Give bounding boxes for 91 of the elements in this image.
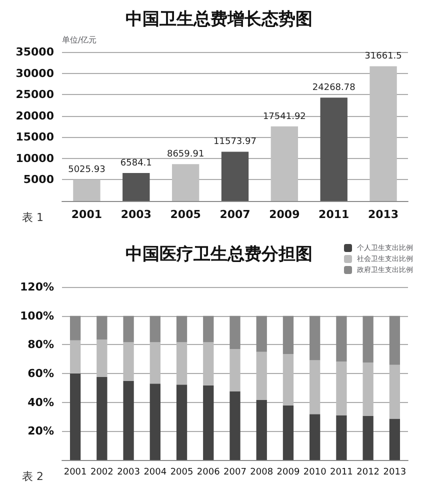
bar [310,316,320,360]
bar [256,400,267,460]
x-tick-label: 2003 [120,208,152,221]
bar [336,316,347,362]
x-tick-label: 2009 [276,468,300,478]
data-label: 11573.97 [214,137,256,148]
x-tick-label: 2001 [64,468,87,478]
x-tick-label: 2011 [330,468,353,478]
chart-title: 中国医疗卫生总费分担图 [126,244,312,264]
bar [96,339,108,377]
bar [172,164,200,201]
bar [370,66,397,201]
bar [362,316,374,363]
bar [70,340,81,374]
bar [123,316,134,342]
bar [176,342,188,385]
bar [203,385,214,460]
bar [96,316,108,340]
bar [150,316,160,342]
bar [389,316,400,365]
data-label: 6584.1 [120,158,152,168]
data-label: 31661.5 [364,52,402,62]
x-tick-label: 2007 [220,208,250,221]
bar [203,342,214,386]
bar [70,374,81,460]
y-tick-label: 25000 [16,88,54,102]
y-tick-label: 80% [28,338,54,352]
bar [73,180,100,201]
text: 表 1 [22,211,44,224]
x-tick-label: 2008 [250,468,274,478]
bar [282,316,294,354]
bar [362,416,374,460]
y-tick-label: 35000 [16,46,54,58]
x-tick-label: 2011 [318,208,350,221]
bar [70,316,81,340]
y-tick-label: 40% [28,396,54,409]
x-tick-label: 2009 [269,208,300,221]
x-tick-label: 2013 [383,468,406,478]
data-label: 5025.93 [68,165,106,176]
bar [221,152,249,201]
x-tick-label: 2005 [170,208,201,221]
y-tick-label: 15000 [16,130,54,144]
bar [320,98,348,201]
bar [150,342,160,384]
bar [336,415,347,460]
bar [270,126,298,201]
bar [150,384,160,460]
bar [176,384,188,460]
bar [123,342,134,381]
x-tick-label: 2002 [90,468,114,478]
x-tick-label: 2004 [144,468,167,478]
bar [310,414,320,460]
bar [336,362,347,416]
y-axis-title: 单位/亿元 [62,36,97,44]
bar [122,172,150,201]
x-tick-label: 2007 [224,468,246,478]
bar [256,316,267,352]
text: 表 2 [22,470,44,483]
data-label: 24268.78 [312,83,356,94]
bar [96,376,108,460]
bar [203,316,214,342]
bar [282,405,294,460]
data-label: 17541.92 [262,112,306,122]
y-tick-label: 30000 [16,66,54,80]
y-tick-label: 100% [20,309,54,322]
bar [230,349,240,392]
y-tick-label: 60% [28,367,54,380]
y-tick-label: 10000 [16,152,54,165]
x-tick-label: 2012 [356,468,380,478]
x-tick-label: 2001 [71,208,102,221]
chart-title: 中国卫生总费增长态势图 [126,10,312,30]
bar [123,380,134,460]
bar [230,316,240,350]
bar [230,391,240,460]
x-tick-label: 2010 [303,468,327,478]
bar [389,364,400,419]
x-tick-label: 2003 [117,468,140,478]
y-tick-label: 120% [20,280,54,294]
y-tick-label: 5000 [23,173,54,186]
y-tick-label: 20000 [16,109,54,122]
bar [362,362,374,416]
y-tick-label: 20% [28,424,54,438]
x-tick-label: 2005 [170,468,194,478]
bar [310,360,320,414]
bar [256,352,267,400]
x-tick-label: 2006 [196,468,220,478]
bar [389,418,400,460]
bar [282,354,294,406]
x-tick-label: 2013 [368,208,399,221]
bar [176,316,188,342]
data-label: 8659.91 [166,150,204,160]
